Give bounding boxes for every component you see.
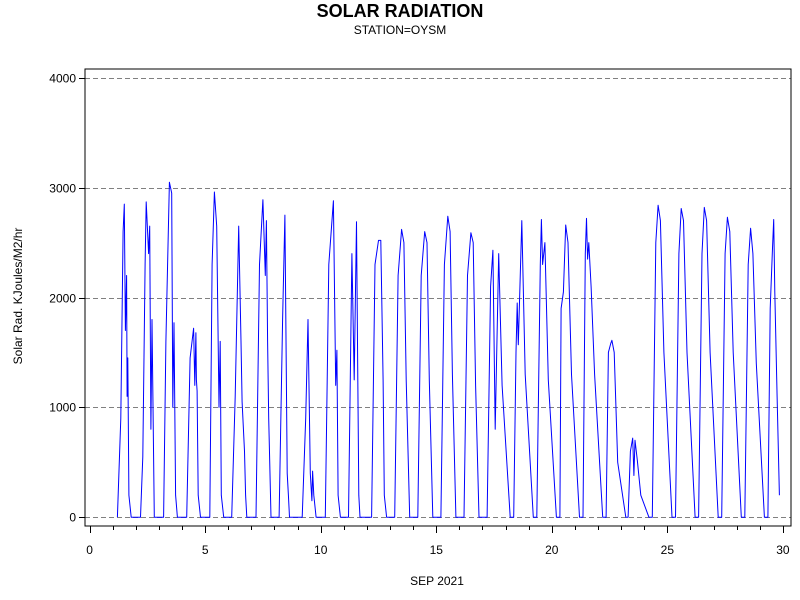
x-tick-label: 20 [545,543,559,557]
y-tick-label: 0 [69,511,76,525]
x-tick-label: 25 [661,543,675,557]
x-tick-label: 30 [776,543,790,557]
series-area [116,181,780,518]
solar-radiation-line [116,181,780,518]
chart-subtitle: STATION=OYSM [353,23,447,37]
x-tick-label: 5 [202,543,209,557]
plot-frame [84,68,792,527]
y-tick-label: 1000 [49,401,76,415]
axes: 0 1000 2000 3000 4000 0 5 10 15 20 25 30 [49,72,790,558]
x-tick-label: 15 [430,543,444,557]
y-tick-label: 2000 [49,292,76,306]
x-axis-label: SEP 2021 [410,574,464,588]
y-tick-label: 4000 [49,72,76,86]
chart-title: SOLAR RADIATION [316,1,484,21]
y-tick-label: 3000 [49,182,76,196]
y-axis-label: Solar Rad. KJoules/M2/hr [11,228,25,365]
x-tick-label: 10 [314,543,328,557]
x-tick-label: 0 [86,543,93,557]
